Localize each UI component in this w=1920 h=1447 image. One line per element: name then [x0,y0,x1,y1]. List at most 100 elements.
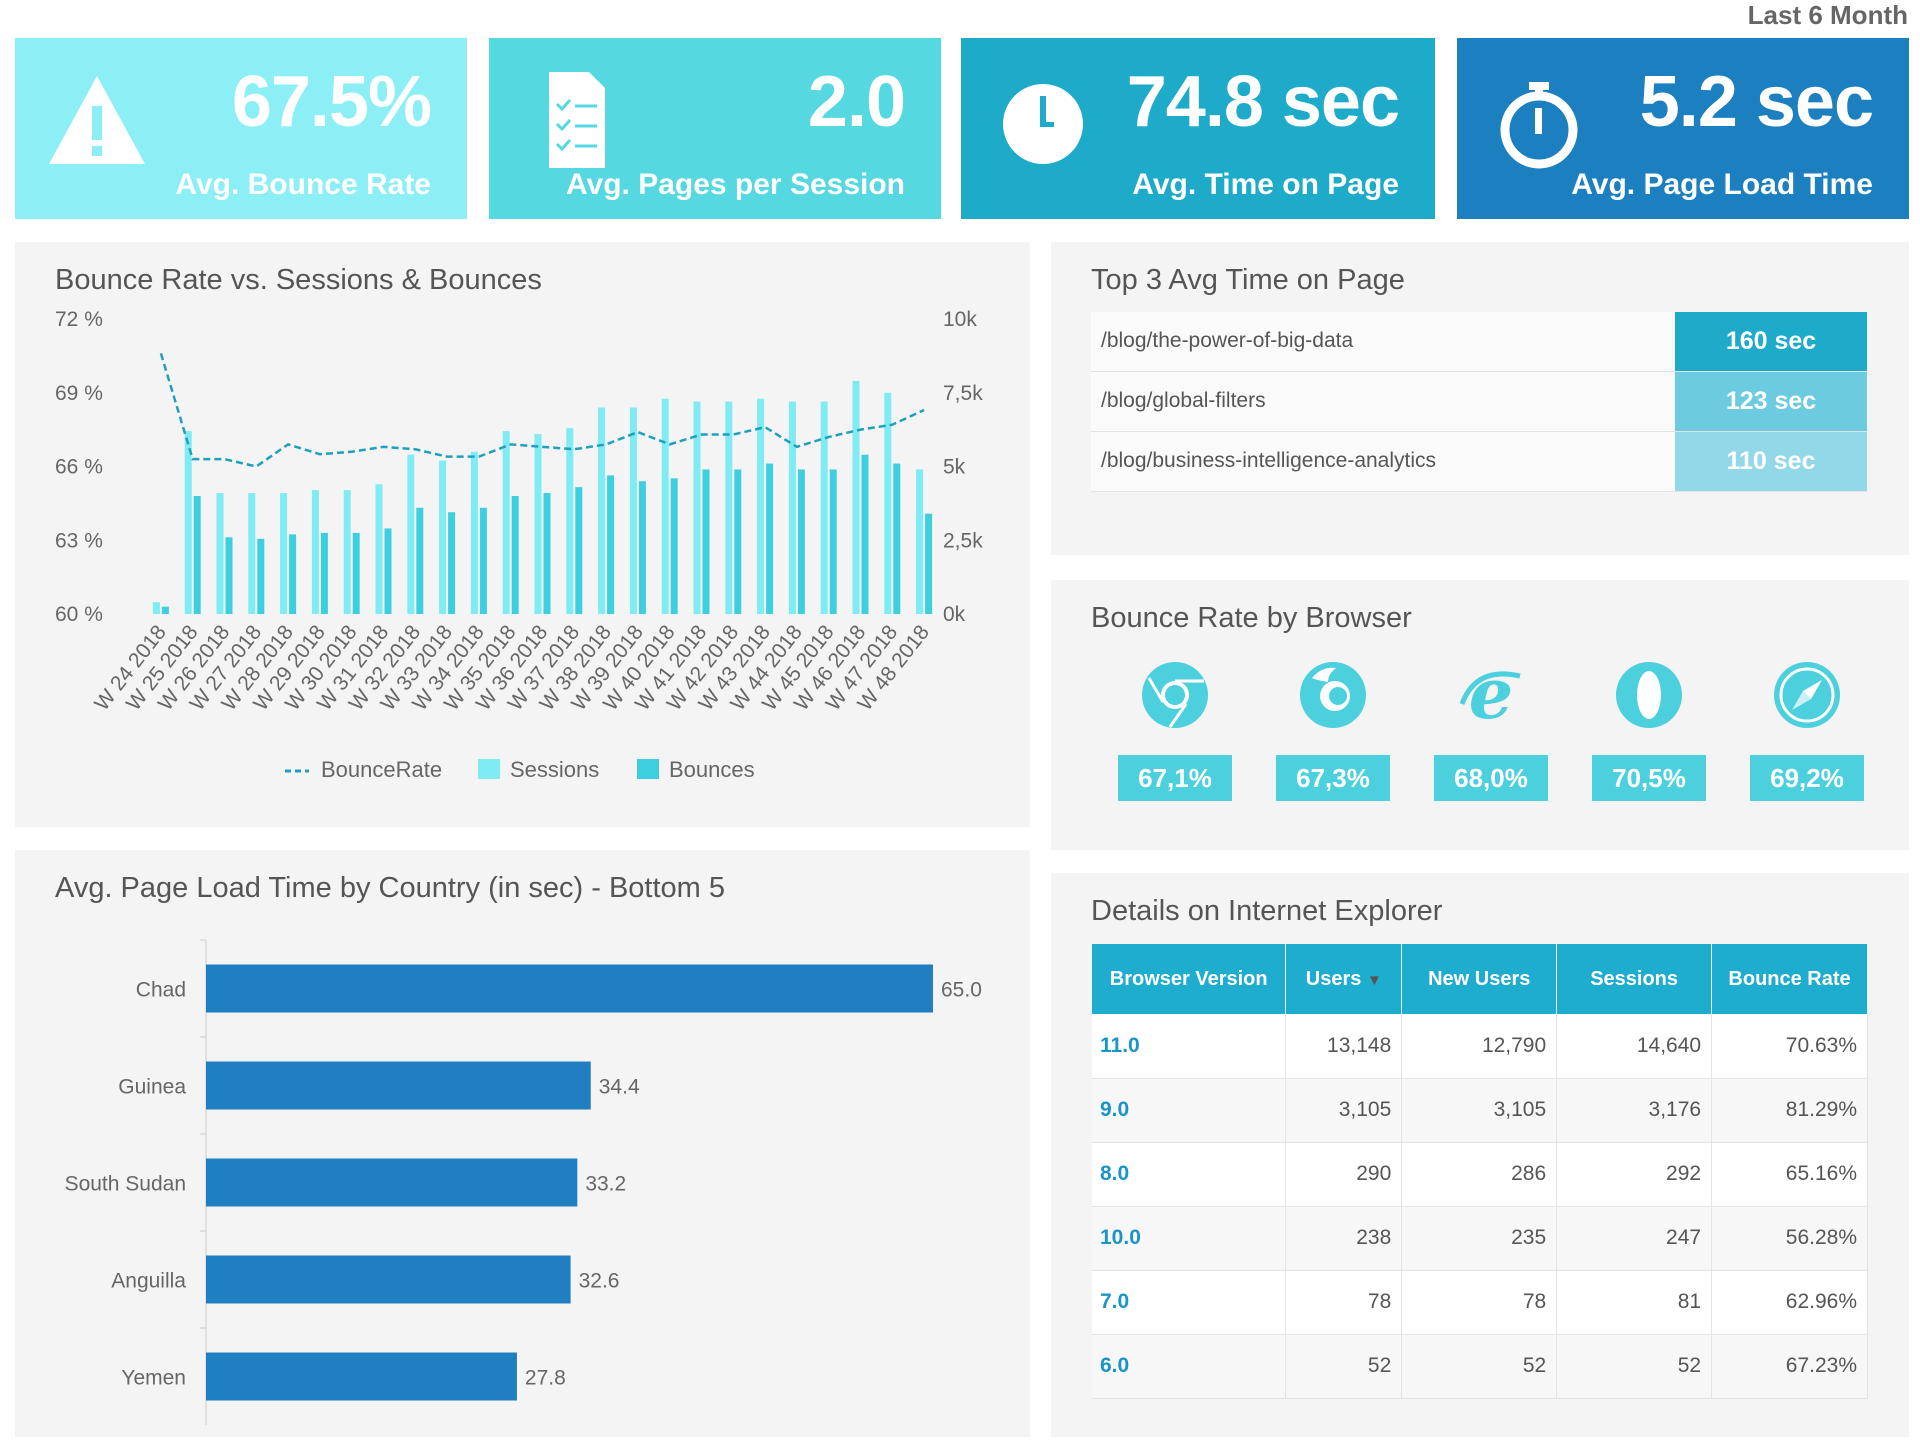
kpi-value: 74.8 sec [1126,62,1400,142]
bounces-bar [638,481,646,614]
legend-swatch-sessions [478,759,500,779]
load-time-panel: Avg. Page Load Time by Country (in sec) … [15,850,1030,1437]
clock-icon [1003,84,1083,164]
sessions-bar [407,454,415,614]
y-left-tick: 66 % [55,456,103,479]
cell-version[interactable]: 9.0 [1092,1078,1287,1143]
y-left-tick: 60 % [55,603,103,626]
bounces-bar [448,512,456,614]
legend-label: Bounces [669,757,755,782]
kpi-time-on-page: 74.8 sec Avg. Time on Page [961,38,1435,219]
country-bar [206,1061,591,1110]
col-sessions[interactable]: Sessions [1556,944,1713,1014]
kpi-label: Avg. Time on Page [1132,168,1399,201]
col-bounce-rate[interactable]: Bounce Rate [1711,944,1868,1014]
panel-title: Bounce Rate by Browser [1091,602,1412,634]
sessions-bar [629,407,637,614]
table-row[interactable]: 9.0 3,105 3,105 3,176 81.29% [1092,1078,1868,1143]
browser-chrome[interactable]: 67,1% [1118,660,1232,801]
kpi-label: Avg. Pages per Session [565,168,905,201]
bounces-bar [225,537,233,614]
country-label: Guinea [118,1076,186,1099]
cell-sessions: 52 [1556,1334,1713,1399]
country-label: Yemen [121,1367,186,1390]
country-label: Chad [136,979,186,1002]
bounce-rate-line [159,353,925,468]
sessions-bar [280,493,288,614]
svg-text:e: e [1469,660,1514,730]
country-bar [206,1255,571,1304]
cell-new-users: 78 [1401,1270,1558,1335]
cell-users: 13,148 [1285,1014,1403,1079]
sessions-bar [375,484,383,614]
col-users-label: Users [1305,967,1362,990]
list-item[interactable]: /blog/the-power-of-big-data 160 sec [1091,312,1867,372]
bar-value-label: 32.6 [579,1270,620,1293]
browser-opera[interactable]: 70,5% [1592,660,1706,801]
sessions-bar [248,493,256,614]
cell-bounce-rate: 67.23% [1711,1334,1868,1399]
bounces-bar [352,532,360,614]
cell-users: 238 [1285,1206,1403,1271]
sessions-bar [788,401,796,614]
cell-new-users: 12,790 [1401,1014,1558,1079]
bounces-bar [257,538,265,614]
table-row[interactable]: 8.0 290 286 292 65.16% [1092,1142,1868,1207]
col-new-users[interactable]: New Users [1401,944,1558,1014]
col-browser-version[interactable]: Browser Version [1092,944,1287,1014]
top3-panel: Top 3 Avg Time on Page /blog/the-power-o… [1051,242,1909,555]
y-right-tick: 0k [943,603,966,626]
ie-details-panel: Details on Internet Explorer Browser Ver… [1051,873,1909,1437]
table-row[interactable]: 11.0 13,148 12,790 14,640 70.63% [1092,1014,1868,1079]
cell-new-users: 52 [1401,1334,1558,1399]
cell-new-users: 286 [1401,1142,1558,1207]
bounces-bar [416,507,424,614]
bounces-bar [511,496,519,614]
bounces-bar [161,606,169,614]
legend-swatch-bounces [637,759,659,779]
col-users[interactable]: Users ▼ [1285,944,1403,1014]
table-row[interactable]: 10.0 238 235 247 56.28% [1092,1206,1868,1271]
list-item[interactable]: /blog/global-filters 123 sec [1091,372,1867,432]
cell-version[interactable]: 7.0 [1092,1270,1287,1335]
period-selector[interactable]: Last 6 Month [1747,0,1908,30]
sessions-bar [152,602,160,614]
bounces-bar [893,463,901,614]
page-path: /blog/global-filters [1101,389,1266,412]
cell-version[interactable]: 6.0 [1092,1334,1287,1399]
bounces-bar [320,532,328,614]
bar-value-label: 27.8 [525,1367,566,1390]
bar-value-label: 34.4 [599,1076,640,1099]
country-bar [206,964,933,1013]
bounce-value: 67,3% [1276,755,1390,801]
bounces-bar [575,487,583,614]
sessions-bar [439,460,447,614]
bounces-bar [766,463,774,614]
legend-label: BounceRate [321,757,442,782]
top3-list: /blog/the-power-of-big-data 160 sec /blo… [1091,312,1867,492]
y-left-tick: 72 % [55,308,103,331]
panel-title: Bounce Rate vs. Sessions & Bounces [55,264,542,296]
cell-version[interactable]: 11.0 [1092,1014,1287,1079]
table-row[interactable]: 7.0 78 78 81 62.96% [1092,1270,1868,1335]
cell-version[interactable]: 8.0 [1092,1142,1287,1207]
bounces-bar [797,469,805,614]
warning-icon [49,76,145,164]
cell-sessions: 247 [1556,1206,1713,1271]
browser-safari[interactable]: 69,2% [1750,660,1864,801]
time-badge: 110 sec [1675,432,1867,491]
time-badge: 160 sec [1675,312,1867,371]
browser-internet-explorer[interactable]: e 68,0% [1434,660,1548,801]
sessions-bar [502,431,510,614]
list-item[interactable]: /blog/business-intelligence-analytics 11… [1091,432,1867,492]
bar-value-label: 65.0 [941,979,982,1002]
browser-firefox[interactable]: 67,3% [1276,660,1390,801]
cell-version[interactable]: 10.0 [1092,1206,1287,1271]
panel-title: Avg. Page Load Time by Country (in sec) … [55,872,726,904]
kpi-bounce-rate: 67.5% Avg. Bounce Rate [15,38,467,219]
bounces-bar [289,534,297,614]
cell-bounce-rate: 81.29% [1711,1078,1868,1143]
bounces-bar [384,528,392,614]
page-path: /blog/the-power-of-big-data [1101,329,1354,352]
table-row[interactable]: 6.0 52 52 52 67.23% [1092,1334,1868,1399]
